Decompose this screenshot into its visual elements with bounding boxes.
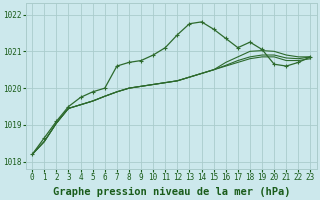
X-axis label: Graphe pression niveau de la mer (hPa): Graphe pression niveau de la mer (hPa) bbox=[52, 186, 290, 197]
